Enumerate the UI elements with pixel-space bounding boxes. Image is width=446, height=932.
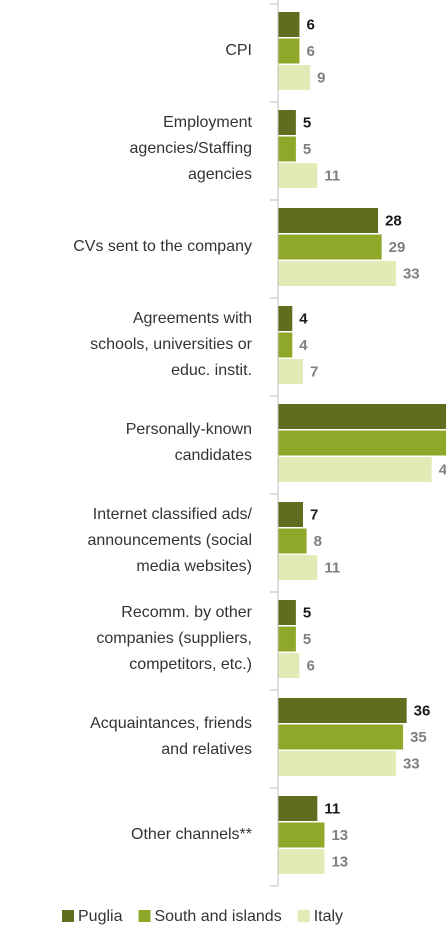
bar <box>278 822 325 848</box>
category-label: Recomm. by other companies (suppliers, com… <box>96 604 252 673</box>
bar <box>278 502 304 527</box>
category-line: media websites) <box>136 558 252 575</box>
bar <box>278 457 432 482</box>
value-label: 7 <box>310 363 318 380</box>
category-line: agencies/Staffing <box>130 140 252 157</box>
category-label: Agreements with schools, universities or e… <box>90 310 253 379</box>
category-line: companies (suppliers, <box>96 630 252 647</box>
category-line: educ. instit. <box>171 362 252 379</box>
value-label: 5 <box>303 604 311 621</box>
bar <box>278 306 293 331</box>
category-label: Employment agencies/Staffing agencies <box>130 114 253 183</box>
category-line: Other channels** <box>131 826 252 843</box>
category-line: agencies <box>188 166 252 183</box>
bar <box>278 404 446 429</box>
value-label: 4 <box>299 310 308 327</box>
category-line: and relatives <box>161 741 252 758</box>
value-label: 7 <box>310 506 318 523</box>
value-label: 5 <box>303 631 311 648</box>
bar <box>278 110 296 135</box>
legend-label: Puglia <box>78 908 123 925</box>
value-label: 35 <box>410 729 427 746</box>
value-label: 11 <box>324 559 340 576</box>
category-line: candidates <box>175 447 252 464</box>
value-label: 9 <box>317 69 325 86</box>
category-label: CPI <box>225 42 252 59</box>
bar <box>278 849 325 874</box>
value-label: 33 <box>403 265 420 282</box>
bar <box>278 796 318 821</box>
legend-label: South and islands <box>154 908 281 925</box>
category-line: CVs sent to the company <box>73 238 252 255</box>
category-label: Acquaintances, friends and relatives <box>90 715 252 758</box>
category-line: Acquaintances, friends <box>90 715 252 732</box>
category-label: Internet classified ads/announcements (s… <box>87 506 252 575</box>
bar <box>278 261 396 286</box>
value-label: 13 <box>331 827 348 844</box>
bar <box>278 208 379 233</box>
legend-swatch <box>138 910 151 922</box>
value-label: 28 <box>385 212 402 229</box>
bar <box>278 136 296 162</box>
value-label: 6 <box>306 16 314 33</box>
value-label: 13 <box>331 853 348 870</box>
category-line: competitors, etc.) <box>129 656 252 673</box>
value-label: 29 <box>389 239 406 256</box>
bar <box>278 626 296 652</box>
category-label: Other channels** <box>131 826 252 843</box>
value-label: 6 <box>306 657 314 674</box>
bar <box>278 12 300 37</box>
category-line: Recomm. by other <box>121 604 252 621</box>
bar <box>278 163 318 188</box>
value-label: 43 <box>439 461 446 478</box>
category-line: Agreements with <box>133 310 252 327</box>
category-line: schools, universities or <box>90 336 253 353</box>
bar <box>278 332 293 358</box>
bar <box>278 724 404 750</box>
bar <box>278 38 300 64</box>
value-label: 5 <box>303 114 311 131</box>
value-label: 6 <box>306 43 314 60</box>
category-line: announcements (social <box>87 532 252 549</box>
value-label: 4 <box>299 337 308 354</box>
value-label: 36 <box>414 702 431 719</box>
legend-label: Italy <box>314 908 343 925</box>
value-label: 33 <box>403 755 420 772</box>
value-label: 11 <box>324 800 340 817</box>
bar <box>278 234 382 260</box>
bar <box>278 600 296 625</box>
bar <box>278 698 407 723</box>
bar <box>278 751 396 776</box>
bar <box>278 359 304 384</box>
value-label: 8 <box>314 533 322 550</box>
value-label: 5 <box>303 141 311 158</box>
bar <box>278 528 307 554</box>
category-line: CPI <box>225 42 252 59</box>
bar <box>278 555 318 580</box>
legend-swatch <box>62 910 74 922</box>
category-line: Internet classified ads/ <box>93 506 253 523</box>
bar <box>278 653 300 678</box>
bar <box>278 430 446 456</box>
legend-swatch <box>297 910 310 922</box>
category-line: Personally-known <box>126 421 252 438</box>
bar <box>278 65 311 90</box>
category-label: Personally-known candidates <box>126 421 252 464</box>
category-line: Employment <box>163 114 252 131</box>
category-label: CVs sent to the company <box>73 238 252 255</box>
value-label: 11 <box>324 167 340 184</box>
